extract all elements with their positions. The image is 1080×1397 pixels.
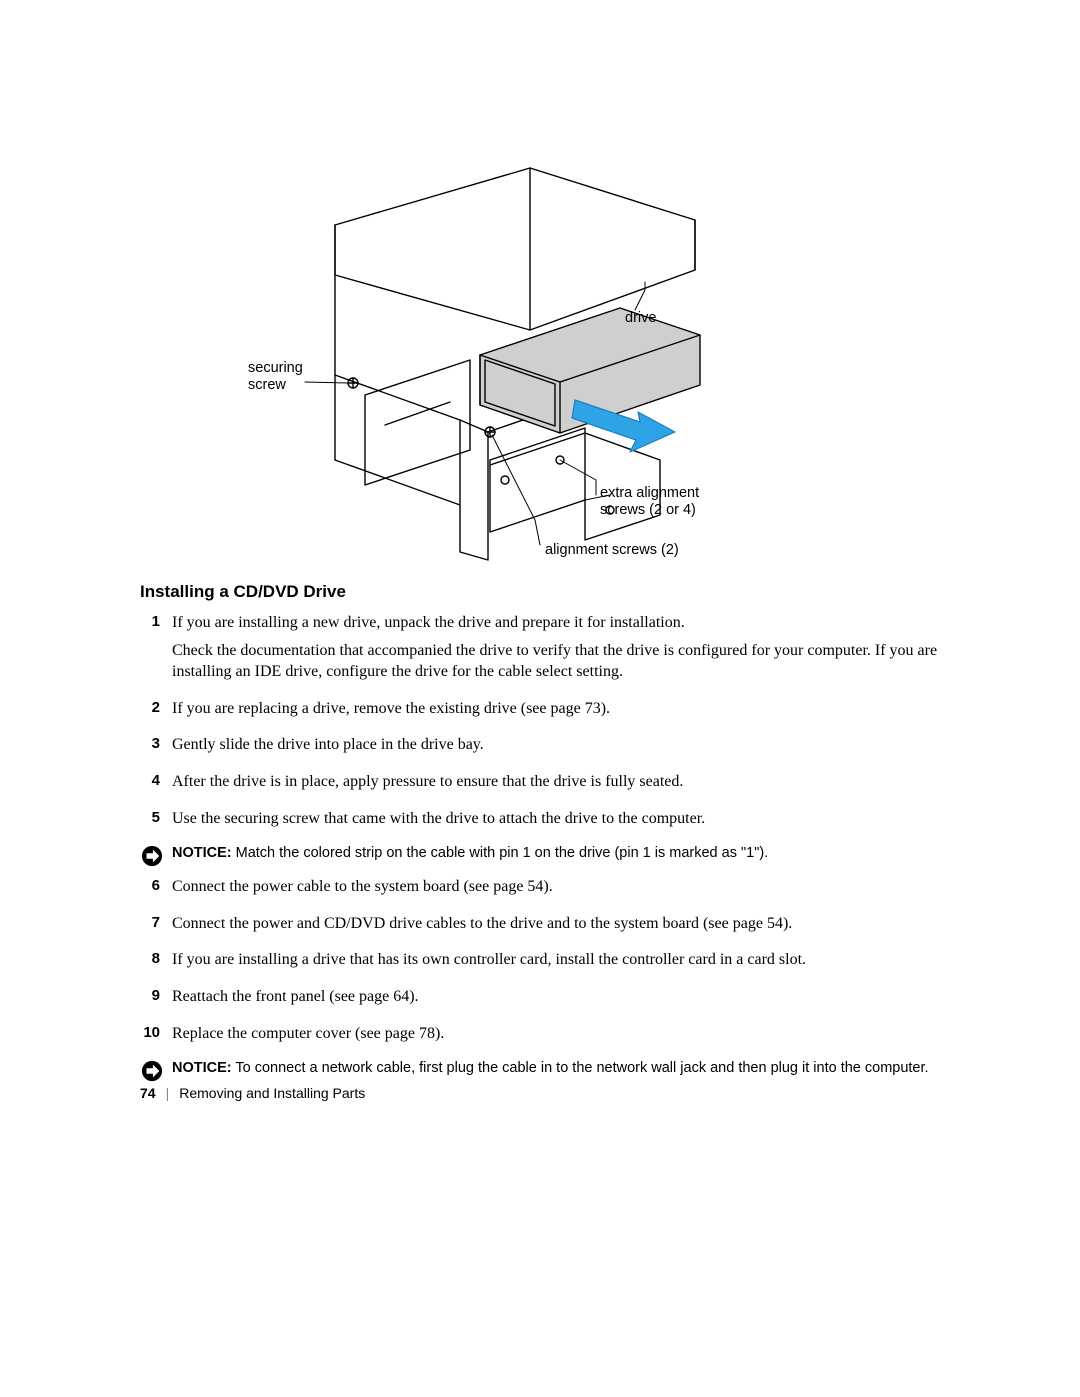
label-text: screws (2 or 4) <box>600 502 696 518</box>
step-body: Gently slide the drive into place in the… <box>172 734 940 762</box>
step-text: Use the securing screw that came with th… <box>172 808 940 830</box>
footer-separator: | <box>166 1085 170 1101</box>
step-body: If you are installing a drive that has i… <box>172 949 940 977</box>
step-text: If you are installing a drive that has i… <box>172 949 940 971</box>
drive-diagram: securing screw drive extra alignment scr… <box>140 160 940 570</box>
notice-block: NOTICE: Match the colored strip on the c… <box>140 844 940 867</box>
step-text: If you are installing a new drive, unpac… <box>172 612 940 634</box>
step-number: 10 <box>140 1023 172 1051</box>
step-number: 6 <box>140 876 172 904</box>
steps-list-1: 1 If you are installing a new drive, unp… <box>140 612 940 835</box>
notice-body: Match the colored strip on the cable wit… <box>232 845 769 861</box>
steps-list-2: 6 Connect the power cable to the system … <box>140 876 940 1050</box>
step-item: 4 After the drive is in place, apply pre… <box>140 771 940 799</box>
step-item: 2 If you are replacing a drive, remove t… <box>140 698 940 726</box>
step-item: 10 Replace the computer cover (see page … <box>140 1023 940 1051</box>
step-body: Connect the power and CD/DVD drive cable… <box>172 913 940 941</box>
label-drive: drive <box>625 310 656 327</box>
step-body: After the drive is in place, apply press… <box>172 771 940 799</box>
step-text: Reattach the front panel (see page 64). <box>172 986 940 1008</box>
notice-arrow-icon <box>140 1060 164 1082</box>
step-item: 7 Connect the power and CD/DVD drive cab… <box>140 913 940 941</box>
step-number: 3 <box>140 734 172 762</box>
step-text: Gently slide the drive into place in the… <box>172 734 940 756</box>
step-text: Connect the power and CD/DVD drive cable… <box>172 913 940 935</box>
page-content: securing screw drive extra alignment scr… <box>140 160 940 1091</box>
step-number: 9 <box>140 986 172 1014</box>
step-body: Use the securing screw that came with th… <box>172 808 940 836</box>
step-text: Check the documentation that accompanied… <box>172 640 940 683</box>
notice-body: To connect a network cable, first plug t… <box>232 1060 929 1076</box>
step-number: 1 <box>140 612 172 689</box>
label-text: screw <box>248 377 286 393</box>
step-number: 7 <box>140 913 172 941</box>
step-item: 1 If you are installing a new drive, unp… <box>140 612 940 689</box>
step-body: Connect the power cable to the system bo… <box>172 876 940 904</box>
notice-block: NOTICE: To connect a network cable, firs… <box>140 1059 940 1082</box>
step-body: If you are installing a new drive, unpac… <box>172 612 940 689</box>
label-alignment-screws: alignment screws (2) <box>545 542 679 559</box>
notice-text: NOTICE: Match the colored strip on the c… <box>172 844 940 864</box>
label-extra-alignment: extra alignment screws (2 or 4) <box>600 485 699 520</box>
page-footer: 74 | Removing and Installing Parts <box>140 1085 365 1101</box>
label-text: extra alignment <box>600 485 699 501</box>
page-number: 74 <box>140 1085 156 1101</box>
notice-label: NOTICE: <box>172 1060 232 1076</box>
step-body: If you are replacing a drive, remove the… <box>172 698 940 726</box>
step-item: 5 Use the securing screw that came with … <box>140 808 940 836</box>
label-text: securing <box>248 360 303 376</box>
step-text: Connect the power cable to the system bo… <box>172 876 940 898</box>
step-number: 5 <box>140 808 172 836</box>
step-item: 8 If you are installing a drive that has… <box>140 949 940 977</box>
step-number: 8 <box>140 949 172 977</box>
notice-arrow-icon <box>140 845 164 867</box>
step-body: Reattach the front panel (see page 64). <box>172 986 940 1014</box>
step-number: 2 <box>140 698 172 726</box>
step-text: Replace the computer cover (see page 78)… <box>172 1023 940 1045</box>
notice-label: NOTICE: <box>172 845 232 861</box>
step-body: Replace the computer cover (see page 78)… <box>172 1023 940 1051</box>
step-item: 6 Connect the power cable to the system … <box>140 876 940 904</box>
step-number: 4 <box>140 771 172 799</box>
step-item: 9 Reattach the front panel (see page 64)… <box>140 986 940 1014</box>
section-title: Installing a CD/DVD Drive <box>140 582 940 602</box>
chapter-title: Removing and Installing Parts <box>179 1085 365 1101</box>
notice-text: NOTICE: To connect a network cable, firs… <box>172 1059 940 1079</box>
step-item: 3 Gently slide the drive into place in t… <box>140 734 940 762</box>
step-text: If you are replacing a drive, remove the… <box>172 698 940 720</box>
step-text: After the drive is in place, apply press… <box>172 771 940 793</box>
label-securing-screw: securing screw <box>248 360 303 395</box>
